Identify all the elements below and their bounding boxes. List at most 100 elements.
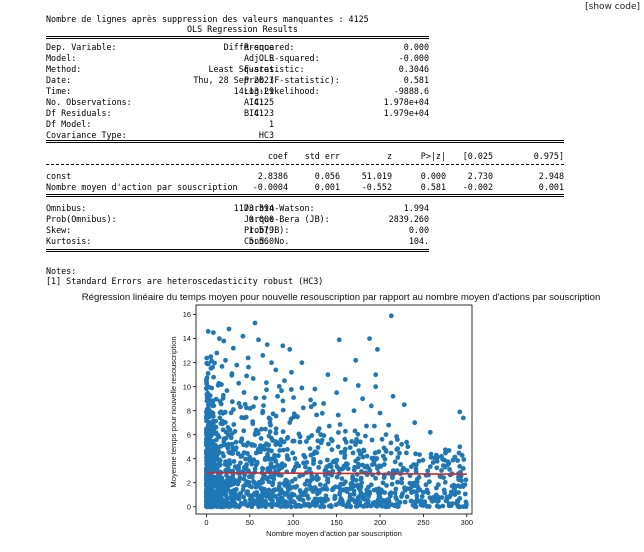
scatter-point [297, 495, 302, 500]
scatter-point [254, 491, 260, 497]
scatter-point [371, 461, 377, 467]
scatter-point [212, 461, 218, 466]
scatter-point [311, 458, 316, 464]
scatter-point [448, 503, 454, 508]
scatter-point [395, 479, 401, 485]
scatter-point [210, 464, 216, 470]
scatter-point [204, 480, 210, 485]
scatter-point [267, 429, 273, 435]
scatter-point [348, 504, 354, 509]
scatter-point [416, 474, 422, 480]
scatter-point [208, 457, 214, 462]
scatter-point [350, 474, 355, 479]
scatter-point [209, 504, 215, 510]
scatter-point [301, 492, 306, 498]
scatter-point [262, 486, 267, 492]
scatter-point [207, 440, 212, 446]
scatter-point [204, 498, 209, 503]
summary-value: 4123 [253, 108, 274, 118]
scatter-point [364, 501, 370, 507]
scatter-point [435, 499, 440, 504]
scatter-point [204, 440, 209, 445]
scatter-point [285, 486, 291, 491]
scatter-point [260, 466, 265, 471]
scatter-point [314, 477, 320, 483]
scatter-point [208, 492, 214, 498]
scatter-point [206, 464, 212, 469]
scatter-point [262, 498, 268, 504]
scatter-point [261, 474, 266, 480]
scatter-point [229, 488, 235, 494]
scatter-point [447, 467, 452, 472]
scatter-point [208, 475, 214, 481]
scatter-point [256, 501, 262, 507]
scatter-point [204, 428, 209, 434]
scatter-point [431, 497, 437, 502]
scatter-point [357, 439, 363, 445]
scatter-point [311, 499, 316, 505]
scatter-point [364, 453, 370, 459]
scatter-point [205, 455, 211, 461]
scatter-point [272, 493, 278, 499]
scatter-point [204, 504, 210, 510]
show-code-button[interactable]: [show code] [585, 2, 640, 12]
scatter-point [211, 424, 217, 429]
scatter-point [324, 464, 329, 470]
scatter-point [207, 456, 213, 462]
scatter-point [300, 405, 306, 411]
scatter-point [205, 503, 210, 509]
scatter-point [262, 446, 268, 452]
scatter-point [399, 494, 404, 499]
scatter-point [286, 456, 291, 462]
scatter-point [232, 464, 238, 469]
scatter-point [213, 482, 219, 487]
scatter-point [375, 490, 381, 495]
scatter-point [205, 419, 211, 425]
scatter-point [236, 494, 242, 499]
scatter-point [209, 484, 214, 490]
scatter-point [249, 474, 255, 480]
scatter-point [408, 486, 413, 492]
scatter-point [273, 442, 279, 447]
scatter-point [204, 455, 209, 461]
scatter-point [206, 410, 212, 416]
scatter-point [204, 440, 209, 445]
scatter-point [459, 478, 464, 484]
scatter-point [402, 488, 408, 493]
scatter-point [207, 454, 213, 460]
scatter-point [344, 489, 350, 494]
scatter-point [398, 471, 403, 477]
scatter-point [213, 492, 219, 498]
scatter-point [265, 488, 271, 494]
scatter-point [457, 409, 463, 415]
scatter-point [263, 499, 269, 504]
scatter-point [209, 467, 215, 473]
scatter-point [290, 498, 295, 504]
scatter-point [278, 440, 284, 446]
scatter-point [242, 415, 247, 421]
scatter-point [395, 446, 401, 451]
scatter-point [332, 496, 338, 502]
scatter-point [377, 490, 383, 496]
scatter-point [226, 469, 232, 474]
scatter-point [426, 504, 432, 509]
scatter-point [214, 484, 220, 490]
scatter-point [207, 420, 213, 426]
diag-label: Durbin-Watson: [244, 203, 315, 213]
scatter-point [206, 471, 212, 477]
scatter-point [204, 472, 210, 478]
y-tick-label: 10 [183, 382, 191, 391]
scatter-point [402, 485, 407, 491]
scatter-point [282, 483, 288, 488]
scatter-point [227, 461, 233, 467]
scatter-point [204, 472, 209, 478]
scatter-point [339, 476, 345, 481]
scatter-point [356, 461, 361, 467]
scatter-point [325, 497, 330, 502]
scatter-point [284, 491, 290, 497]
scatter-point [207, 493, 213, 498]
scatter-point [228, 501, 234, 506]
chart-title: Régression linéaire du temps moyen pour … [81, 292, 601, 303]
summary-value: 0.3046 [398, 64, 429, 74]
scatter-point [282, 500, 288, 505]
